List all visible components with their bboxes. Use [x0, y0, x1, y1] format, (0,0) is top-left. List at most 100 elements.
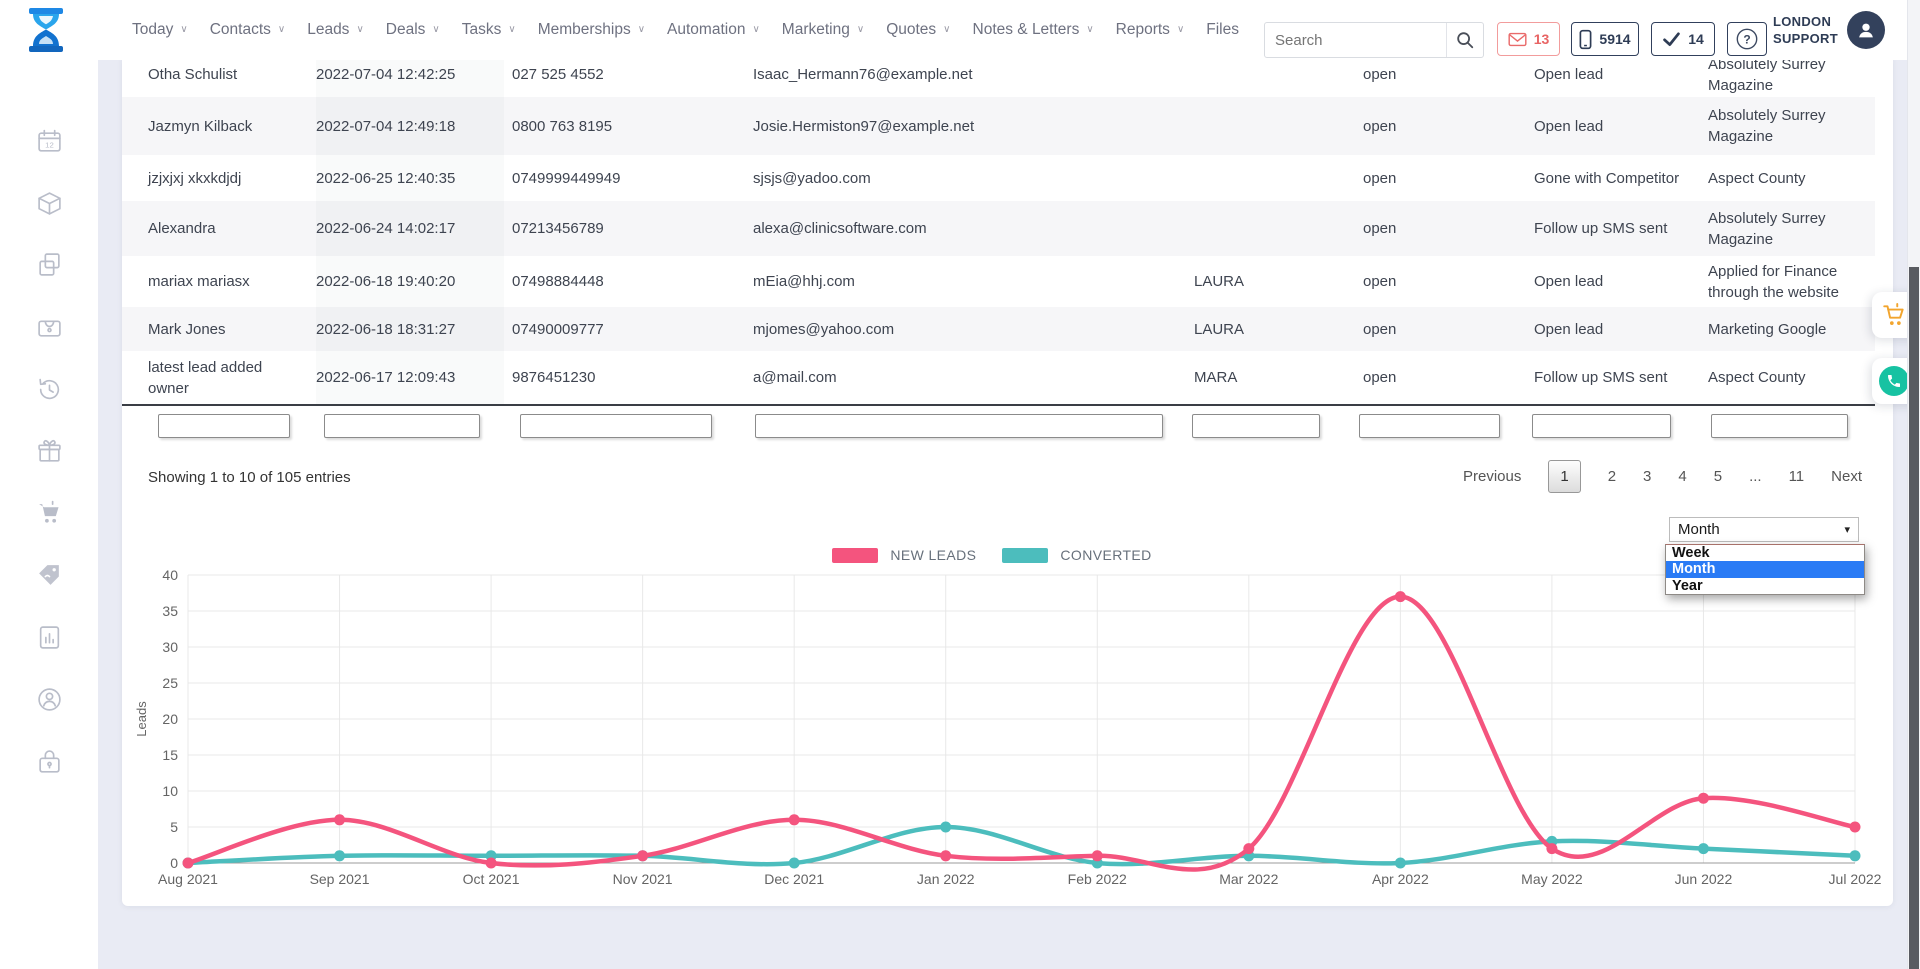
nav-item-label: Marketing: [782, 21, 850, 39]
sidebar-item-wallet[interactable]: [29, 307, 69, 347]
nav-item-today[interactable]: Today∨: [132, 21, 188, 39]
filter-input-owner[interactable]: [1192, 414, 1320, 438]
cell-lead_status: Follow up SMS sent: [1534, 201, 1700, 256]
filter-input-lead_status[interactable]: [1532, 414, 1671, 438]
nav-item-deals[interactable]: Deals∨: [386, 21, 440, 39]
nav-item-label: Leads: [307, 21, 349, 39]
filter-input-status[interactable]: [1359, 414, 1500, 438]
sidebar-item-calendar[interactable]: 12: [29, 121, 69, 161]
cell-lead_status: Open lead: [1534, 97, 1700, 155]
shopping-cart-icon: [1881, 302, 1907, 328]
nav-item-leads[interactable]: Leads∨: [307, 21, 364, 39]
avatar[interactable]: [1847, 11, 1885, 49]
pagination-page-4[interactable]: 4: [1678, 468, 1686, 485]
calls-badge[interactable]: 5914: [1571, 22, 1639, 56]
nav-item-automation[interactable]: Automation∨: [667, 21, 760, 39]
nav-item-label: Quotes: [886, 21, 936, 39]
nav-item-files[interactable]: Files: [1206, 21, 1239, 39]
phone-icon: [1879, 366, 1909, 396]
gift-icon: [36, 438, 63, 465]
search-input[interactable]: [1265, 32, 1446, 49]
pagination-ellipsis[interactable]: ...: [1749, 468, 1762, 485]
table-row[interactable]: latest lead added owner2022-06-17 12:09:…: [122, 351, 1875, 405]
table-row[interactable]: Jazmyn Kilback2022-07-04 12:49:180800 76…: [122, 97, 1875, 156]
main-nav: Today∨Contacts∨Leads∨Deals∨Tasks∨Members…: [132, 0, 1239, 60]
svg-text:Leads: Leads: [134, 701, 149, 737]
tasks-count: 14: [1688, 31, 1704, 47]
tasks-badge[interactable]: 14: [1651, 22, 1715, 56]
sidebar-item-products[interactable]: [29, 183, 69, 223]
filter-input-email[interactable]: [755, 414, 1163, 438]
app: Otha Schulist2022-07-04 12:42:25027 525 …: [0, 0, 1920, 969]
table-row[interactable]: jzjxjxj xkxkdjdj2022-06-25 12:40:3507499…: [122, 155, 1875, 202]
svg-text:May 2022: May 2022: [1521, 871, 1583, 887]
period-option-year[interactable]: Year: [1666, 578, 1864, 594]
svg-text:Mar 2022: Mar 2022: [1219, 871, 1278, 887]
cell-email: mjomes@yahoo.com: [753, 307, 1186, 351]
search-button[interactable]: [1446, 23, 1483, 57]
sidebar-item-reports[interactable]: [29, 617, 69, 657]
nav-item-memberships[interactable]: Memberships∨: [538, 21, 645, 39]
cell-source: Absolutely Surrey Magazine: [1708, 201, 1875, 256]
period-select-value: Month: [1678, 521, 1720, 538]
chevron-down-icon: ∨: [180, 25, 187, 35]
table-row[interactable]: Mark Jones2022-06-18 18:31:2707490009777…: [122, 307, 1875, 352]
table-row[interactable]: Otha Schulist2022-07-04 12:42:25027 525 …: [122, 55, 1875, 98]
nav-item-tasks[interactable]: Tasks∨: [462, 21, 516, 39]
svg-text:25: 25: [162, 675, 178, 691]
messages-badge[interactable]: 13: [1497, 22, 1560, 56]
filter-input-source[interactable]: [1711, 414, 1848, 438]
svg-text:Oct 2021: Oct 2021: [463, 871, 520, 887]
cell-lead_status: Follow up SMS sent: [1534, 351, 1700, 404]
nav-item-contacts[interactable]: Contacts∨: [210, 21, 286, 39]
nav-item-marketing[interactable]: Marketing∨: [782, 21, 864, 39]
cell-owner: [1194, 155, 1355, 201]
nav-item-notes-letters[interactable]: Notes & Letters∨: [973, 21, 1094, 39]
filter-input-name[interactable]: [158, 414, 290, 438]
pagination-previous[interactable]: Previous: [1463, 468, 1521, 485]
nav-item-label: Deals: [386, 21, 426, 39]
sidebar-item-cart[interactable]: [29, 493, 69, 533]
pagination-page-1[interactable]: 1: [1548, 460, 1580, 493]
nav-item-label: Reports: [1116, 21, 1170, 39]
sidebar-item-duplicates[interactable]: [29, 244, 69, 284]
filter-input-date[interactable]: [324, 414, 480, 438]
sidebar: 12: [0, 60, 98, 969]
sidebar-item-security[interactable]: [29, 742, 69, 782]
table-row[interactable]: Alexandra2022-06-24 14:02:1707213456789a…: [122, 201, 1875, 257]
svg-text:Sep 2021: Sep 2021: [310, 871, 370, 887]
sidebar-item-history[interactable]: [29, 369, 69, 409]
cell-source: Applied for Finance through the website: [1708, 256, 1875, 307]
cell-name: mariax mariasx: [148, 256, 308, 307]
pagination-next[interactable]: Next: [1831, 468, 1862, 485]
svg-text:35: 35: [162, 603, 178, 619]
help-button[interactable]: ?: [1727, 22, 1767, 56]
pagination-page-11[interactable]: 11: [1789, 468, 1805, 485]
sidebar-item-price-tag[interactable]: [29, 555, 69, 595]
sidebar-item-support[interactable]: [29, 679, 69, 719]
wallet-icon: [36, 314, 63, 341]
report-chart-icon: [36, 624, 63, 651]
app-logo-icon[interactable]: [24, 6, 68, 54]
cell-owner: MARA: [1194, 351, 1355, 404]
cell-source: Aspect County: [1708, 155, 1875, 201]
svg-text:Dec 2021: Dec 2021: [764, 871, 824, 887]
period-select[interactable]: Month ▾: [1669, 517, 1859, 542]
chevron-down-icon: ∨: [943, 25, 950, 35]
sidebar-item-gifts[interactable]: [29, 431, 69, 471]
nav-item-label: Contacts: [210, 21, 271, 39]
nav-item-reports[interactable]: Reports∨: [1116, 21, 1185, 39]
table-bottom-border: [122, 404, 1875, 406]
pagination-page-5[interactable]: 5: [1714, 468, 1722, 485]
cell-lead_status: Open lead: [1534, 256, 1700, 307]
cell-date: 2022-06-24 14:02:17: [316, 201, 504, 256]
table-row[interactable]: mariax mariasx2022-06-18 19:40:200749888…: [122, 256, 1875, 308]
pagination-page-3[interactable]: 3: [1643, 468, 1651, 485]
nav-item-quotes[interactable]: Quotes ∨: [886, 21, 950, 39]
period-option-week[interactable]: Week: [1666, 545, 1864, 561]
filter-input-phone[interactable]: [520, 414, 712, 438]
pagination-page-2[interactable]: 2: [1608, 468, 1616, 485]
cell-name: Jazmyn Kilback: [148, 97, 308, 155]
scrollbar-thumb[interactable]: [1909, 267, 1919, 969]
period-option-month[interactable]: Month: [1666, 561, 1864, 577]
